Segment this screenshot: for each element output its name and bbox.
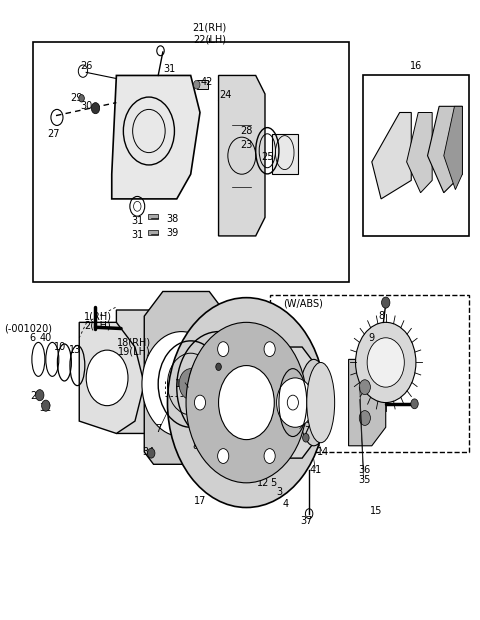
Text: 4: 4 [283,500,289,510]
Text: 35: 35 [359,475,371,485]
Text: 19(LH): 19(LH) [118,347,150,356]
Circle shape [276,378,314,427]
Text: 9: 9 [216,366,222,377]
Bar [147,230,158,235]
Text: 28: 28 [240,126,252,136]
Circle shape [194,395,205,410]
Text: 31: 31 [131,216,144,226]
Text: 23: 23 [240,140,252,149]
Polygon shape [428,106,462,193]
Circle shape [168,298,325,508]
Text: 42: 42 [201,77,213,87]
Circle shape [356,322,416,402]
Text: 38: 38 [166,214,178,224]
Text: 34: 34 [143,447,155,457]
Text: 26: 26 [80,61,92,71]
Circle shape [186,322,307,483]
Bar [33,42,348,282]
Circle shape [218,366,274,440]
Circle shape [91,103,100,113]
Text: 40: 40 [40,333,52,343]
Text: 37: 37 [300,516,313,526]
Bar [272,134,298,174]
Circle shape [42,400,50,411]
Circle shape [179,369,202,399]
Polygon shape [144,291,218,464]
Circle shape [193,81,200,89]
Circle shape [36,389,44,401]
Text: 5: 5 [270,478,276,488]
Polygon shape [218,76,265,236]
Text: 36: 36 [359,466,371,476]
Circle shape [359,379,371,394]
Text: 9: 9 [369,333,375,343]
Circle shape [204,369,232,405]
Bar [270,294,469,452]
Circle shape [79,95,84,102]
Text: 27: 27 [48,129,60,139]
Circle shape [86,350,128,405]
Text: 1(RH): 1(RH) [84,311,112,321]
Polygon shape [348,360,386,446]
Text: 32: 32 [40,402,52,412]
Text: 31: 31 [164,64,176,74]
Text: 39: 39 [166,228,178,239]
Text: 3: 3 [277,487,283,497]
Circle shape [367,338,404,387]
Polygon shape [407,112,432,193]
Text: 2(LH): 2(LH) [84,321,111,330]
Text: 24: 24 [219,90,232,100]
Text: (-001020): (-001020) [4,324,52,334]
Circle shape [216,363,221,371]
Text: 33: 33 [300,419,312,429]
Polygon shape [276,347,316,458]
Text: 13: 13 [69,345,81,355]
Text: 15: 15 [370,505,383,516]
Circle shape [411,399,418,409]
Text: 25: 25 [261,152,274,162]
Circle shape [359,410,371,425]
Circle shape [142,332,221,436]
Text: 18(RH): 18(RH) [117,337,151,347]
Polygon shape [372,112,411,199]
Text: 11: 11 [175,379,188,389]
Text: 30: 30 [80,101,92,112]
Circle shape [264,449,275,463]
Text: 8: 8 [378,311,384,321]
Text: 17: 17 [194,497,206,507]
Text: 16: 16 [410,61,422,71]
Bar [147,214,158,219]
Text: 8: 8 [192,441,198,451]
Text: 10: 10 [54,342,66,352]
Circle shape [288,395,299,410]
Text: 21(RH)
22(LH): 21(RH) 22(LH) [192,23,227,45]
Circle shape [264,342,275,356]
Circle shape [302,433,309,442]
Ellipse shape [299,360,329,446]
Text: 20: 20 [30,391,43,401]
Text: 12: 12 [256,478,269,488]
Bar [362,76,469,236]
Ellipse shape [307,363,335,443]
Text: 14: 14 [317,447,329,457]
Circle shape [217,449,229,463]
Text: 41: 41 [310,466,322,476]
Polygon shape [444,106,462,190]
Text: 7: 7 [155,423,161,433]
Polygon shape [112,76,200,199]
Polygon shape [79,322,144,433]
Circle shape [147,448,155,458]
Circle shape [382,297,390,308]
Polygon shape [116,310,191,433]
Text: 29: 29 [71,93,83,104]
Text: 31: 31 [131,229,144,240]
Text: 6: 6 [30,333,36,343]
Circle shape [217,342,229,356]
Text: (W/ABS): (W/ABS) [283,299,323,309]
Bar [197,81,208,89]
